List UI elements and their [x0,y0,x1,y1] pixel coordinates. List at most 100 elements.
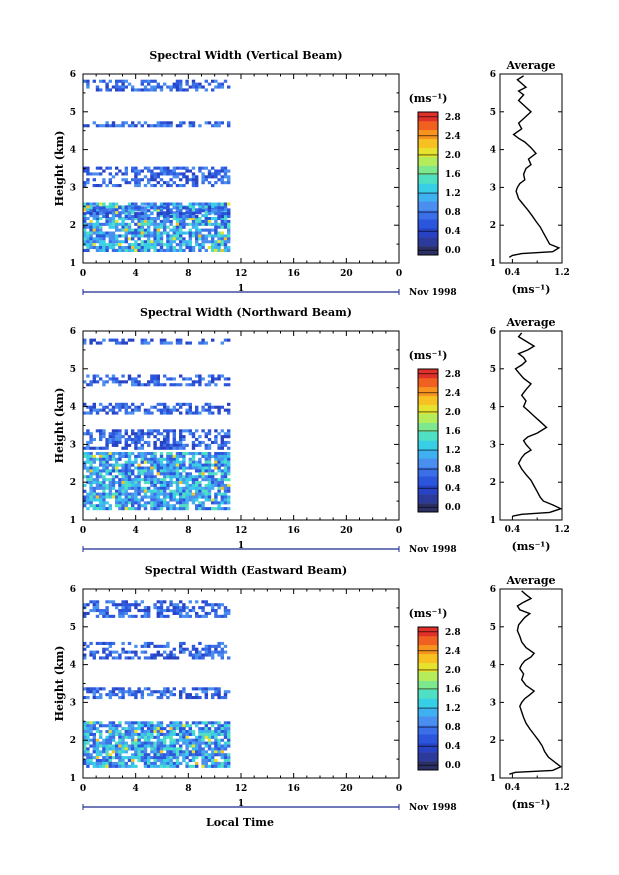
heatmap-cell [134,466,138,470]
heatmap-cell [217,243,221,247]
heatmap-cell [182,724,186,728]
heatmap-cell [127,507,132,511]
heatmap-cell [223,240,228,244]
heatmap-cell [175,454,180,458]
heatmap-cell [89,756,93,760]
heatmap-cell [185,730,189,734]
heatmap-cell [153,498,157,502]
heatmap-cell [201,429,205,433]
panel-title: Spectral Width (Eastward Beam) [145,564,347,577]
heatmap-cell [182,466,186,470]
heatmap-cell [179,79,183,83]
heatmap-cell [227,209,231,213]
heatmap-cell [166,217,170,221]
heatmap-cell [179,234,183,238]
heatmap-cell [156,764,160,768]
heatmap-cell [140,469,144,473]
heatmap-cell [99,228,103,232]
heatmap-cell [185,411,189,415]
heatmap-cell [201,408,205,412]
heatmap-cell [108,486,112,490]
y-tick-label: 3 [70,183,76,193]
heatmap-cell [105,759,109,763]
heatmap-cell [182,606,186,610]
heatmap-cell [207,121,212,125]
colorbar-swatch [418,386,438,397]
heatmap-cell [204,724,208,728]
heatmap-cell [185,489,189,493]
heatmap-cell [92,741,96,745]
heatmap-cell [118,472,122,476]
colorbar-swatch [418,449,438,459]
heatmap-cell [143,606,148,610]
heatmap-cell [153,374,157,378]
heatmap-cell [195,495,199,499]
heatmap-cell [150,472,154,476]
heatmap-cell [147,759,151,763]
heatmap-cell [92,338,96,342]
heatmap-cell [195,735,199,739]
heatmap-cell [137,744,141,748]
heatmap-cell [175,492,180,496]
heatmap-cell [140,178,144,182]
heatmap-cell [127,603,132,607]
heatmap-cell [115,214,119,218]
heatmap-cell [147,475,151,479]
heatmap-cell [182,237,186,241]
heatmap-cell [153,208,157,212]
heatmap-cell [127,609,132,613]
heatmap-cell [156,741,160,745]
heatmap-cell [131,764,135,768]
heatmap-cell [211,440,215,444]
heatmap-cell [105,246,109,250]
heatmap-cell [105,212,109,216]
heatmap-cell [211,732,215,736]
heatmap-cell [86,205,90,209]
heatmap-cell [169,243,173,247]
heatmap-cell [227,761,231,765]
heatmap-cell [105,457,109,461]
heatmap-cell [92,240,96,244]
heatmap-cell [188,248,192,252]
heatmap-cell [83,234,87,238]
heatmap-cell [86,696,90,700]
colorbar-swatch [418,156,438,166]
heatmap-cell [214,175,218,179]
colorbar-tick-label: 2.4 [445,132,461,142]
heatmap-cell [124,380,128,384]
heatmap-cell [102,206,106,210]
heatmap-cell [131,486,135,490]
heatmap-cell [195,452,199,456]
heatmap-cell [108,614,112,618]
heatmap-cell [172,738,176,742]
heatmap-cell [163,408,167,412]
heatmap-cell [105,611,109,615]
colorbar-swatch [418,246,438,256]
heatmap-cell [156,759,160,763]
heatmap-cell [207,463,212,467]
heatmap-cell [143,492,148,496]
heatmap-cell [95,202,100,206]
y-tick-label: 4 [70,403,76,413]
heatmap-cell [163,486,167,490]
heatmap-cell [159,172,164,176]
heatmap-cell [137,219,141,223]
heatmap-cell [102,383,106,387]
colorbar-swatch [418,635,438,646]
heatmap-cell [108,124,112,128]
heatmap-cell [105,738,109,742]
heatmap-cell [115,380,119,384]
heatmap-cell [134,435,138,439]
heatmap-cell [166,469,170,473]
heatmap-cell [124,750,128,754]
heatmap-cell [195,753,199,757]
heatmap-cell [153,175,157,179]
heatmap-cell [118,429,122,433]
day-label: 1 [238,541,244,551]
heatmap-cell [211,211,215,215]
heatmap-cell [131,211,135,215]
colorbar-tick-label: 2.4 [445,647,461,657]
heatmap-cell [227,724,231,728]
heatmap-cell [185,501,189,505]
heatmap-cell [115,498,119,502]
